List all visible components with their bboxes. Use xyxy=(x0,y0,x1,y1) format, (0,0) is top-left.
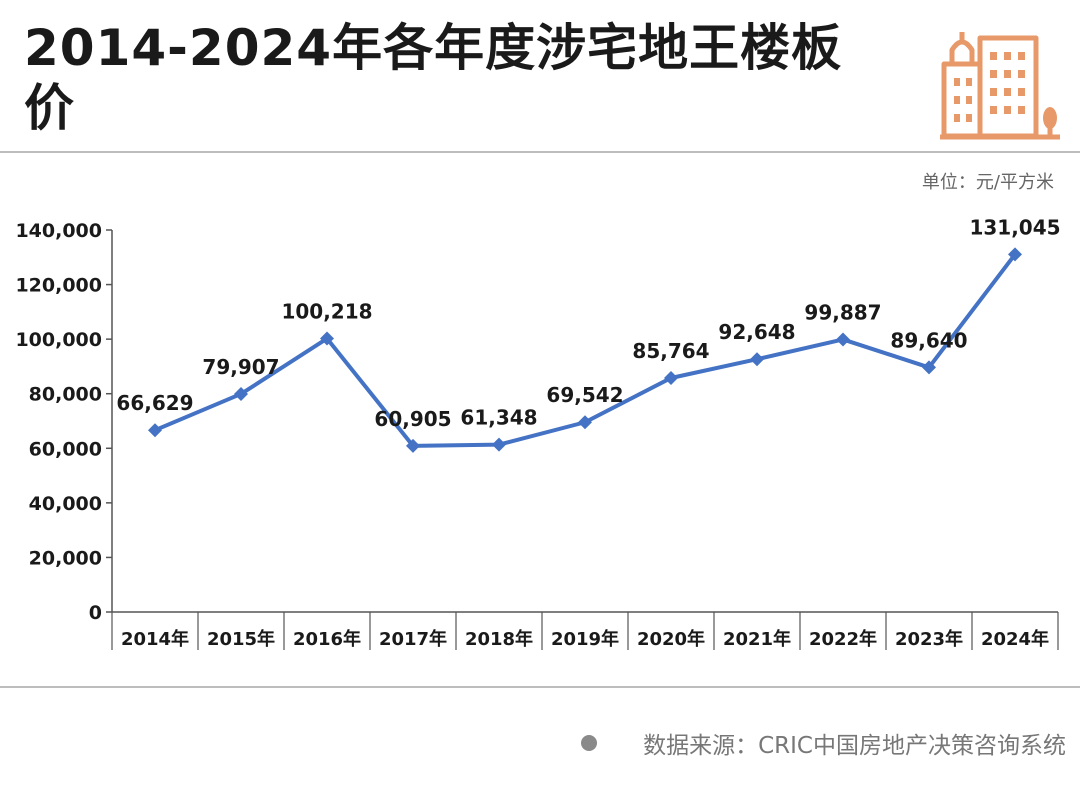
y-tick-label: 20,000 xyxy=(29,547,102,569)
data-label: 92,648 xyxy=(718,320,795,344)
x-tick-label: 2016年 xyxy=(293,628,361,650)
building-icon xyxy=(940,32,1060,140)
x-tick-label: 2022年 xyxy=(809,628,877,650)
data-label: 66,629 xyxy=(116,391,193,415)
data-point xyxy=(492,437,506,452)
source-text: 数据来源：CRIC中国房地产决策咨询系统 xyxy=(643,733,1066,759)
data-label: 131,045 xyxy=(969,215,1060,239)
chart-title: 2014-2024年各年度涉宅地王楼板价 xyxy=(24,19,843,137)
x-tick-label: 2014年 xyxy=(121,628,189,650)
data-label: 61,348 xyxy=(460,406,537,430)
data-point xyxy=(234,386,248,401)
data-point xyxy=(406,438,420,453)
x-tick-label: 2017年 xyxy=(379,628,447,650)
x-tick-label: 2023年 xyxy=(895,628,963,650)
data-label: 60,905 xyxy=(374,407,451,431)
line-chart: 0 20,000 40,000 60,000 80,000 100,000 120,000 1… xyxy=(15,215,1061,650)
data-label: 69,542 xyxy=(546,383,623,407)
data-point xyxy=(750,352,764,367)
y-tick-label: 0 xyxy=(89,602,102,624)
data-label: 85,764 xyxy=(632,339,709,363)
y-tick-label: 60,000 xyxy=(29,438,102,460)
data-label: 89,640 xyxy=(890,328,967,352)
data-label: 99,887 xyxy=(804,300,881,324)
bottom-divider xyxy=(0,686,1080,688)
y-tick-label: 80,000 xyxy=(29,384,102,406)
source-note: 数据来源：CRIC中国房地产决策咨询系统 xyxy=(581,726,1066,760)
y-tick-label: 40,000 xyxy=(29,493,102,515)
data-label: 79,907 xyxy=(202,355,279,379)
data-label: 100,218 xyxy=(281,300,372,324)
data-point xyxy=(664,370,678,385)
x-tick-label: 2018年 xyxy=(465,628,533,650)
x-tick-label: 2020年 xyxy=(637,628,705,650)
data-point xyxy=(1008,247,1022,262)
x-tick-label: 2024年 xyxy=(981,628,1049,650)
y-tick-label: 140,000 xyxy=(15,220,102,242)
data-point xyxy=(148,423,162,438)
data-point xyxy=(922,360,936,375)
data-point xyxy=(578,415,592,430)
y-tick-label: 100,000 xyxy=(15,329,102,351)
x-tick-label: 2021年 xyxy=(723,628,791,650)
unit-label: 单位：元/平方米 xyxy=(921,172,1054,193)
top-divider xyxy=(0,151,1080,153)
y-tick-label: 120,000 xyxy=(15,275,102,297)
x-tick-label: 2019年 xyxy=(551,628,619,650)
data-point xyxy=(320,331,334,346)
x-tick-label: 2015年 xyxy=(207,628,275,650)
data-point xyxy=(836,332,850,347)
bullet-dot xyxy=(581,735,598,751)
